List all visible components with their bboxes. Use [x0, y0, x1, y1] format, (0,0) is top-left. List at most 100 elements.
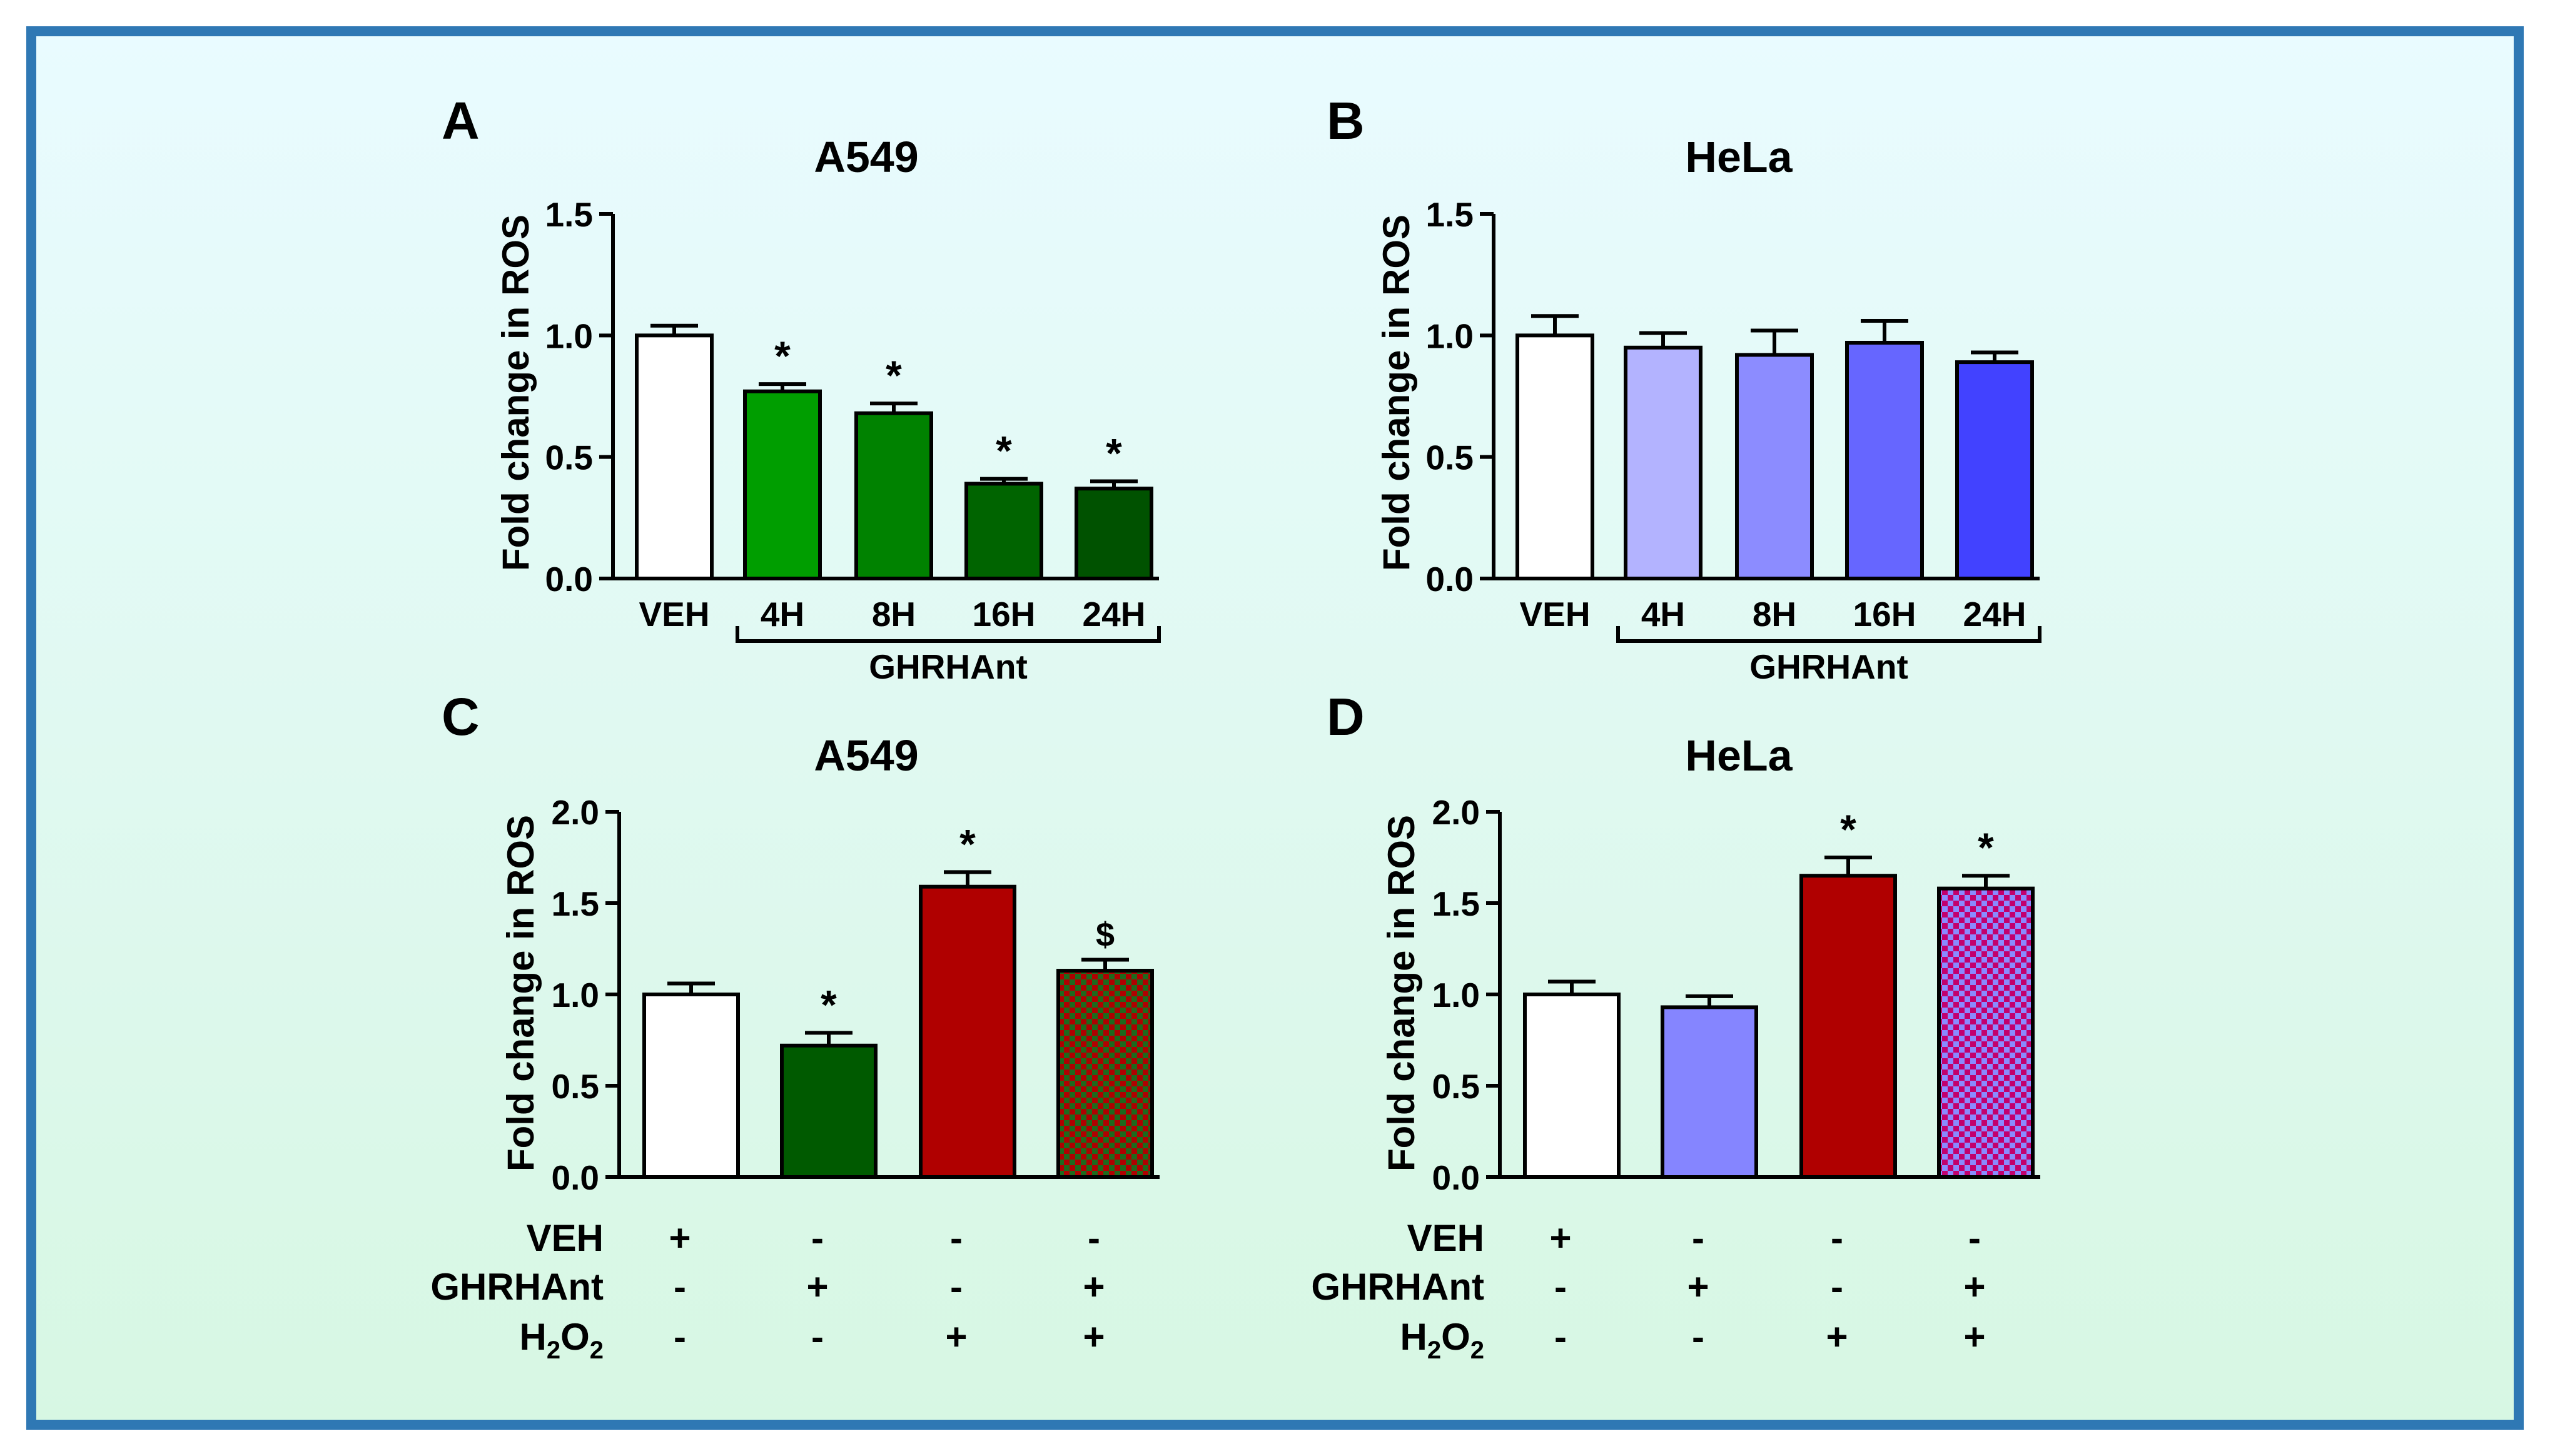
panel-c-condition-sign: -: [811, 1217, 824, 1259]
panel-d-plot: 0.0 0.5 1.0 1.5 2.0 * * VEH + - - - GHRHAnt - + - + H2O2 -…: [1311, 793, 2040, 1364]
panel-a-bar: [743, 389, 822, 581]
panel-c-annotation: *: [959, 821, 976, 867]
panel-d-condition-sign: -: [1692, 1316, 1704, 1358]
panel-d-condition-sign: -: [1554, 1316, 1567, 1358]
panel-c-condition-sign: +: [669, 1217, 691, 1259]
panel-b-group-label: GHRHAnt: [1749, 647, 1908, 686]
panel-c-condition-sign: -: [950, 1217, 963, 1259]
panel-d-condition-sign: -: [1831, 1217, 1843, 1259]
panel-d-bar: [1523, 993, 1621, 1179]
panel-a-ylabel: Fold change in ROS: [495, 215, 537, 571]
panel-d-condition-sign: -: [1831, 1266, 1843, 1308]
panel-d-title: HeLa: [1685, 731, 1793, 780]
panel-c-condition-sign: +: [1083, 1316, 1105, 1358]
panel-a-group-bracket: [736, 626, 1161, 643]
panel-b-y-tick-label: 1.0: [1426, 316, 1474, 355]
panel-d-ylabel: Fold change in ROS: [1380, 815, 1422, 1171]
panel-d-annotation: *: [1978, 824, 1994, 871]
panel-d-condition-sign: +: [1687, 1266, 1709, 1308]
panel-c-condition-sign: +: [945, 1316, 967, 1358]
panel-d-condition-sign: +: [1549, 1217, 1571, 1259]
panel-b-y-tick-label: 1.5: [1426, 195, 1474, 234]
panel-c-condition-sign: +: [806, 1266, 828, 1308]
panel-c-condition-sign: -: [950, 1266, 963, 1308]
panel-d: D HeLa Fold change in ROS 0.0 0.5 1.0 1.5 2.…: [1311, 687, 2040, 1364]
panel-c-y-tick-label: 2.0: [552, 793, 599, 832]
panel-d-bar: [1937, 886, 2035, 1179]
panel-b-bar: [1955, 360, 2034, 580]
panel-d-condition-label: H2O2: [1400, 1316, 1484, 1364]
panel-b-title: HeLa: [1685, 133, 1793, 181]
panel-d-condition-sign: +: [1826, 1316, 1848, 1358]
panel-b-x-tick-label: 16H: [1853, 595, 1916, 634]
panel-d-y-tick-label: 2.0: [1432, 793, 1480, 832]
panel-d-condition-sign: -: [1692, 1217, 1704, 1259]
panel-a-y-tick-label: 0.0: [545, 560, 593, 599]
figure-border: [26, 26, 2524, 1430]
panel-b-x-tick-label: 4H: [1641, 595, 1685, 634]
panel-c: C A549 Fold change in ROS 0.0 0.5 1.0 1.5 2.…: [430, 687, 1160, 1364]
panel-c-y-tick-label: 1.5: [552, 884, 599, 923]
panel-d-condition-sign: -: [1554, 1266, 1567, 1308]
panel-b-x-tick-label: 8H: [1753, 595, 1796, 634]
panel-c-condition-sign: -: [811, 1316, 824, 1358]
panel-a-bar: [964, 482, 1043, 580]
panel-b-letter: B: [1327, 91, 1365, 150]
panel-a-y-tick-label: 1.5: [545, 195, 593, 234]
panel-c-bar: [780, 1043, 878, 1180]
panel-c-y-tick-label: 0.0: [552, 1158, 599, 1197]
panel-a-plot: 0.0 0.5 1.0 1.5 * * * * VEH 4H 8H 16H 24H GHRHAnt: [545, 195, 1161, 686]
panel-a-x-tick-label: 16H: [973, 595, 1036, 634]
panel-c-ylabel: Fold change in ROS: [500, 815, 542, 1171]
panel-a-bar: [854, 411, 933, 580]
panel-a-annotation: *: [774, 333, 791, 379]
panel-d-condition-sign: -: [1968, 1217, 1981, 1259]
panel-a-bar: [1075, 487, 1153, 581]
panel-a-annotation: *: [1106, 430, 1122, 477]
panel-b: B HeLa Fold change in ROS 0.0 0.5 1.0 1.5 VE…: [1327, 91, 2042, 686]
panel-d-y-tick-label: 0.0: [1432, 1158, 1480, 1197]
panel-a-bar: [635, 333, 714, 580]
panel-c-condition-label: GHRHAnt: [430, 1266, 604, 1308]
panel-a-x-tick-label: VEH: [639, 595, 709, 634]
panel-a-x-tick-label: 4H: [761, 595, 804, 634]
panel-d-condition-label: GHRHAnt: [1311, 1266, 1484, 1308]
panel-a-y-tick-label: 0.5: [545, 438, 593, 477]
panel-b-ylabel: Fold change in ROS: [1375, 215, 1417, 571]
panel-d-bar: [1799, 874, 1897, 1179]
panel-b-bar: [1624, 345, 1703, 580]
panel-b-plot: 0.0 0.5 1.0 1.5 VEH 4H 8H 16H 24H GHRHAnt: [1426, 195, 2042, 686]
figure-background: [31, 31, 2519, 1425]
panel-c-y-tick-label: 0.5: [552, 1067, 599, 1106]
panel-d-y-tick-label: 1.0: [1432, 976, 1480, 1014]
panel-d-condition-sign: +: [1963, 1266, 1985, 1308]
panel-b-bar: [1735, 353, 1814, 581]
panel-c-plot: 0.0 0.5 1.0 1.5 2.0 * * $ VEH + - - - GHRHAnt - + - + H2O2…: [430, 793, 1160, 1364]
panel-d-annotation: *: [1840, 806, 1856, 852]
panel-c-annotation: $: [1096, 916, 1115, 954]
panel-c-title: A549: [814, 731, 918, 780]
panel-d-bar: [1661, 1005, 1758, 1179]
panel-c-bar: [1056, 969, 1154, 1180]
panel-c-condition-label: H2O2: [519, 1316, 604, 1364]
panel-c-condition-sign: -: [1088, 1217, 1100, 1259]
panel-d-y-tick-label: 1.5: [1432, 884, 1480, 923]
panel-c-annotation: *: [821, 981, 837, 1028]
panel-c-letter: C: [442, 687, 480, 746]
panel-a: A A549 Fold change in ROS 0.0 0.5 1.0 1.5 * *…: [442, 91, 1161, 686]
panel-b-x-tick-label: 24H: [1963, 595, 2026, 634]
panel-a-y-tick-label: 1.0: [545, 316, 593, 355]
panel-a-x-tick-label: 24H: [1083, 595, 1146, 634]
panel-b-x-tick-label: VEH: [1519, 595, 1590, 634]
panel-a-title: A549: [814, 133, 918, 181]
panel-c-condition-sign: +: [1083, 1266, 1105, 1308]
panel-d-letter: D: [1327, 687, 1365, 746]
panel-b-bar: [1845, 340, 1924, 580]
panel-b-bar: [1515, 333, 1594, 580]
panel-c-bar: [642, 993, 740, 1179]
panel-b-y-tick-label: 0.0: [1426, 560, 1474, 599]
panel-b-group-bracket: [1616, 626, 2042, 643]
panel-c-y-tick-label: 1.0: [552, 976, 599, 1014]
panel-d-y-tick-label: 0.5: [1432, 1067, 1480, 1106]
